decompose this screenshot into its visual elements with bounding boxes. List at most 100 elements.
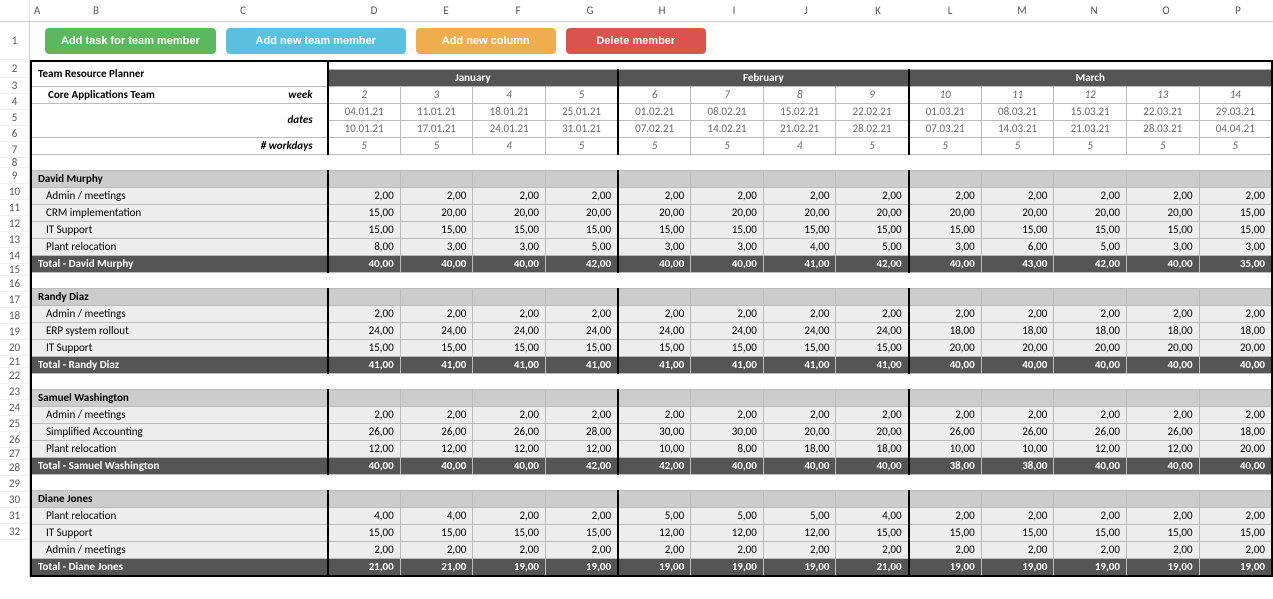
- task-value[interactable]: 2,00: [1199, 541, 1272, 558]
- task-value[interactable]: 2,00: [981, 507, 1054, 524]
- task-value[interactable]: 20,00: [691, 204, 764, 221]
- column-header-G[interactable]: G: [554, 0, 626, 21]
- task-value[interactable]: 20,00: [545, 204, 618, 221]
- task-value[interactable]: 18,00: [1126, 322, 1199, 339]
- task-value[interactable]: 15,00: [1199, 221, 1272, 238]
- row-header-11[interactable]: 11: [0, 200, 29, 216]
- task-value[interactable]: 2,00: [473, 305, 546, 322]
- task-label[interactable]: Plant relocation: [31, 507, 328, 524]
- task-value[interactable]: 2,00: [763, 187, 836, 204]
- task-value[interactable]: 2,00: [328, 305, 401, 322]
- task-value[interactable]: 2,00: [473, 406, 546, 423]
- task-value[interactable]: 18,00: [909, 322, 982, 339]
- row-header-2[interactable]: 2: [0, 60, 29, 78]
- task-value[interactable]: 15,00: [981, 524, 1054, 541]
- task-value[interactable]: 20,00: [763, 423, 836, 440]
- task-value[interactable]: 4,00: [400, 507, 473, 524]
- column-header-A[interactable]: A: [30, 0, 44, 21]
- column-header-E[interactable]: E: [410, 0, 482, 21]
- task-value[interactable]: 2,00: [618, 406, 691, 423]
- task-label[interactable]: Plant relocation: [31, 440, 328, 457]
- task-value[interactable]: 20,00: [1054, 339, 1127, 356]
- row-header-32[interactable]: 32: [0, 524, 29, 540]
- column-header-J[interactable]: J: [770, 0, 842, 21]
- task-value[interactable]: 20,00: [1054, 204, 1127, 221]
- task-value[interactable]: 15,00: [1054, 221, 1127, 238]
- task-value[interactable]: 24,00: [400, 322, 473, 339]
- task-value[interactable]: 26,00: [909, 423, 982, 440]
- task-value[interactable]: 2,00: [909, 541, 982, 558]
- row-header-5[interactable]: 5: [0, 110, 29, 126]
- task-value[interactable]: 5,00: [691, 507, 764, 524]
- task-label[interactable]: CRM implementation: [31, 204, 328, 221]
- task-value[interactable]: 4,00: [836, 507, 909, 524]
- task-value[interactable]: 3,00: [909, 238, 982, 255]
- task-value[interactable]: 15,00: [328, 221, 401, 238]
- row-header-3[interactable]: 3: [0, 78, 29, 94]
- task-value[interactable]: 15,00: [618, 221, 691, 238]
- task-value[interactable]: 15,00: [618, 339, 691, 356]
- task-value[interactable]: 15,00: [400, 221, 473, 238]
- task-value[interactable]: 24,00: [328, 322, 401, 339]
- task-value[interactable]: 2,00: [328, 187, 401, 204]
- row-header-8[interactable]: 8: [0, 158, 29, 168]
- row-header-12[interactable]: 12: [0, 216, 29, 232]
- row-header-26[interactable]: 26: [0, 432, 29, 448]
- task-value[interactable]: 15,00: [473, 339, 546, 356]
- task-label[interactable]: Admin / meetings: [31, 187, 328, 204]
- task-value[interactable]: 24,00: [473, 322, 546, 339]
- task-value[interactable]: 15,00: [400, 524, 473, 541]
- task-value[interactable]: 5,00: [618, 507, 691, 524]
- task-label[interactable]: IT Support: [31, 221, 328, 238]
- task-value[interactable]: 26,00: [1126, 423, 1199, 440]
- task-value[interactable]: 2,00: [400, 406, 473, 423]
- task-value[interactable]: 24,00: [545, 322, 618, 339]
- task-label[interactable]: Admin / meetings: [31, 541, 328, 558]
- task-value[interactable]: 15,00: [763, 221, 836, 238]
- add-member-button[interactable]: Add new team member: [226, 28, 406, 54]
- row-header-29[interactable]: 29: [0, 476, 29, 492]
- column-header-N[interactable]: N: [1058, 0, 1130, 21]
- planner-table[interactable]: Team Resource Planner JanuaryFebruaryMar…: [30, 60, 1273, 577]
- task-value[interactable]: 2,00: [400, 305, 473, 322]
- column-header-P[interactable]: P: [1202, 0, 1273, 21]
- task-value[interactable]: 6,00: [981, 238, 1054, 255]
- task-value[interactable]: 4,00: [763, 238, 836, 255]
- task-value[interactable]: 20,00: [981, 204, 1054, 221]
- task-value[interactable]: 2,00: [1126, 305, 1199, 322]
- task-value[interactable]: 8,00: [328, 238, 401, 255]
- task-value[interactable]: 2,00: [618, 305, 691, 322]
- task-value[interactable]: 2,00: [981, 541, 1054, 558]
- row-header-17[interactable]: 17: [0, 292, 29, 308]
- task-value[interactable]: 28,00: [545, 423, 618, 440]
- task-value[interactable]: 12,00: [328, 440, 401, 457]
- task-value[interactable]: 20,00: [1199, 440, 1272, 457]
- task-value[interactable]: 2,00: [1199, 406, 1272, 423]
- task-value[interactable]: 30,00: [691, 423, 764, 440]
- task-value[interactable]: 26,00: [1054, 423, 1127, 440]
- task-value[interactable]: 12,00: [618, 524, 691, 541]
- task-value[interactable]: 3,00: [691, 238, 764, 255]
- task-value[interactable]: 12,00: [1126, 440, 1199, 457]
- task-value[interactable]: 2,00: [618, 541, 691, 558]
- row-header-19[interactable]: 19: [0, 324, 29, 340]
- task-value[interactable]: 15,00: [545, 339, 618, 356]
- row-header-23[interactable]: 23: [0, 384, 29, 400]
- task-value[interactable]: 15,00: [836, 221, 909, 238]
- task-value[interactable]: 2,00: [328, 541, 401, 558]
- task-value[interactable]: 2,00: [1054, 305, 1127, 322]
- task-value[interactable]: 12,00: [1054, 440, 1127, 457]
- task-value[interactable]: 20,00: [763, 204, 836, 221]
- task-value[interactable]: 15,00: [400, 339, 473, 356]
- column-header-I[interactable]: I: [698, 0, 770, 21]
- task-value[interactable]: 2,00: [691, 406, 764, 423]
- task-value[interactable]: 2,00: [981, 305, 1054, 322]
- row-header-22[interactable]: 22: [0, 368, 29, 384]
- task-label[interactable]: Admin / meetings: [31, 305, 328, 322]
- task-value[interactable]: 15,00: [836, 339, 909, 356]
- task-value[interactable]: 15,00: [1199, 204, 1272, 221]
- task-label[interactable]: IT Support: [31, 524, 328, 541]
- task-value[interactable]: 15,00: [909, 524, 982, 541]
- task-value[interactable]: 18,00: [763, 440, 836, 457]
- column-header-B[interactable]: B: [44, 0, 148, 21]
